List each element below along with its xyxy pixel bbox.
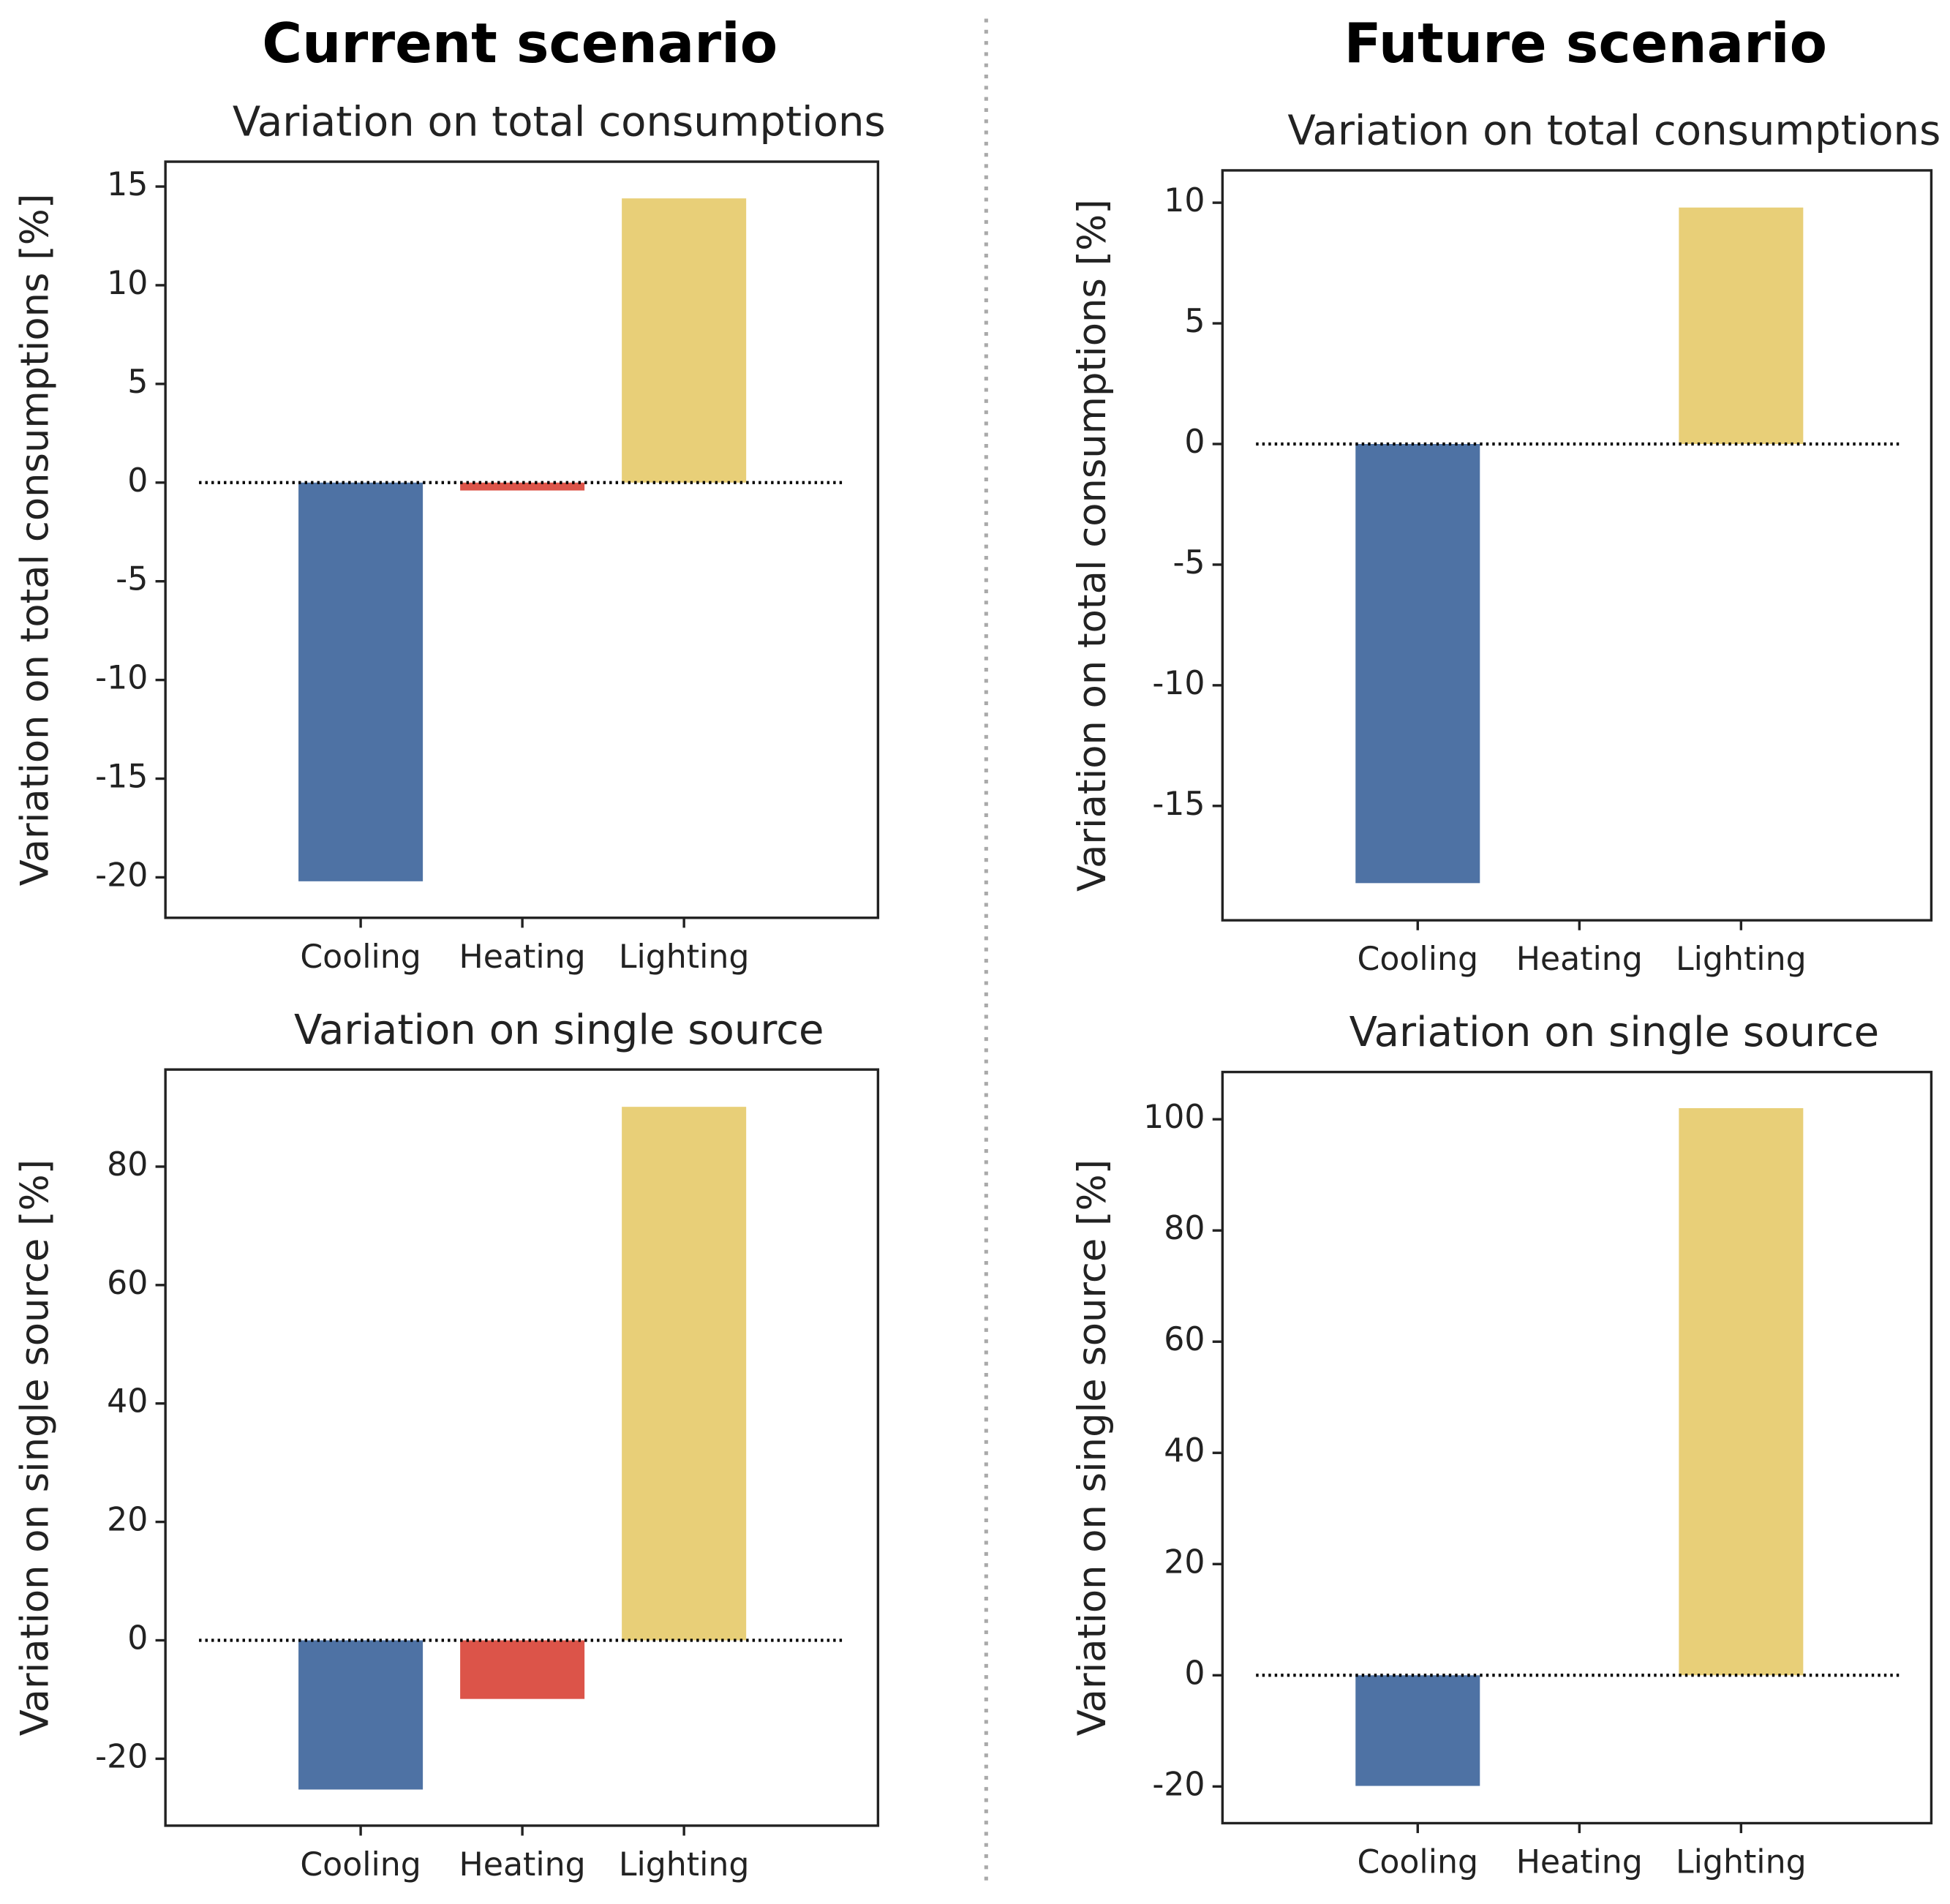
bar [1355, 443, 1480, 884]
y-tick-label: 60 [107, 1265, 148, 1302]
column-title: Current scenario [262, 12, 778, 75]
x-tick-label: Heating [1516, 941, 1643, 978]
y-tick-label: 0 [1184, 1655, 1205, 1692]
y-tick-label: 40 [1164, 1432, 1205, 1470]
y-tick-label: -5 [116, 561, 148, 598]
y-tick-label: -15 [95, 759, 148, 796]
y-tick-label: 20 [1164, 1543, 1205, 1581]
x-tick-label: Heating [459, 1846, 586, 1884]
chart-title: Variation on total consumptions [233, 99, 886, 146]
x-tick-label: Heating [1516, 1844, 1643, 1881]
y-tick-label: 80 [107, 1146, 148, 1184]
plot-frame [164, 160, 880, 919]
chart-title: Variation on single source [1349, 1009, 1880, 1056]
y-tick-label: 20 [107, 1502, 148, 1539]
y-tick-label: -20 [1152, 1766, 1205, 1803]
y-tick-label: 5 [1184, 303, 1205, 340]
bar [622, 198, 747, 483]
x-tick-label: Heating [459, 938, 586, 976]
y-tick-label: 60 [1164, 1321, 1205, 1358]
y-tick-label: -20 [95, 857, 148, 894]
x-tick-label: Cooling [300, 938, 421, 976]
y-tick-label: -20 [95, 1738, 148, 1775]
y-tick-label: 0 [1184, 424, 1205, 461]
y-axis-label: Variation on total consumptions [%] [1070, 199, 1115, 892]
y-tick-label: 10 [1164, 182, 1205, 219]
x-tick-label: Cooling [1358, 941, 1479, 978]
y-axis-label: Variation on total consumptions [%] [13, 194, 58, 887]
y-tick-label: -10 [95, 660, 148, 697]
plot-frame [1221, 169, 1933, 922]
y-axis-label: Variation on single source [%] [13, 1159, 58, 1736]
bar [622, 1107, 747, 1641]
y-tick-label: -5 [1172, 544, 1205, 582]
bar [1355, 1675, 1480, 1786]
x-tick-label: Lighting [619, 1846, 750, 1884]
bar [1679, 1107, 1804, 1676]
y-tick-label: 40 [107, 1383, 148, 1421]
chart-title: Variation on total consumptions [1287, 108, 1940, 155]
y-tick-label: -10 [1152, 665, 1205, 702]
bar [460, 1640, 585, 1699]
x-tick-label: Cooling [300, 1846, 421, 1884]
column-title: Future scenario [1344, 12, 1827, 75]
x-tick-label: Lighting [1676, 941, 1807, 978]
bar [1679, 207, 1804, 444]
y-axis-label: Variation on single source [%] [1070, 1159, 1115, 1736]
x-tick-label: Lighting [1676, 1844, 1807, 1881]
bar [298, 1640, 423, 1790]
y-tick-label: -15 [1152, 786, 1205, 823]
y-tick-label: 5 [127, 364, 148, 401]
y-tick-label: 80 [1164, 1210, 1205, 1247]
chart-title: Variation on single source [294, 1006, 824, 1054]
y-tick-label: 15 [107, 166, 148, 203]
y-tick-label: 100 [1143, 1099, 1205, 1136]
y-tick-label: 0 [127, 1620, 148, 1657]
y-tick-label: 0 [127, 462, 148, 500]
y-tick-label: 10 [107, 265, 148, 302]
bar [460, 482, 585, 491]
x-tick-label: Cooling [1358, 1844, 1479, 1881]
plot-frame [1221, 1070, 1933, 1825]
x-tick-label: Lighting [619, 938, 750, 976]
bar [298, 482, 423, 881]
plot-frame [164, 1068, 880, 1827]
